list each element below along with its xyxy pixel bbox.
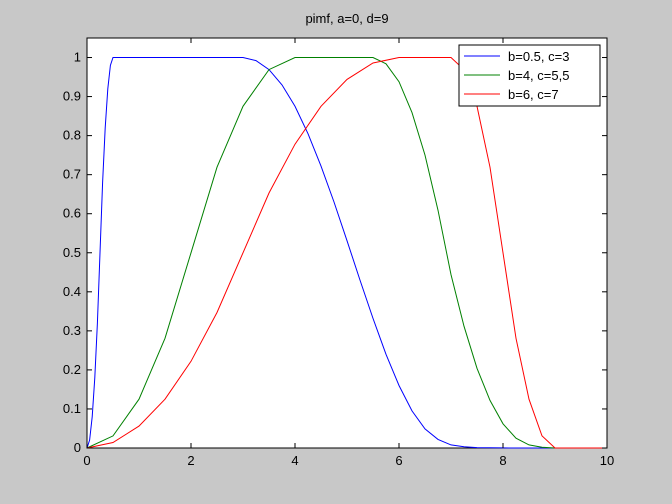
- x-tick-label: 2: [187, 453, 194, 468]
- x-tick-label: 8: [499, 453, 506, 468]
- y-tick-label: 0.1: [63, 401, 81, 416]
- y-tick-label: 0.7: [63, 167, 81, 182]
- legend: b=0.5, c=3 b=4, c=5,5 b=6, c=7: [458, 44, 601, 107]
- series-line-3: [86, 57, 607, 449]
- y-tick-label: 0.5: [63, 245, 81, 260]
- y-tick-label: 0.2: [63, 362, 81, 377]
- legend-label-2: b=4, c=5,5: [508, 68, 569, 83]
- y-tick-label: 0.4: [63, 284, 81, 299]
- x-tick-label: 4: [291, 453, 298, 468]
- chart-title: pimf, a=0, d=9: [305, 11, 388, 26]
- y-tick-label: 0.9: [63, 89, 81, 104]
- y-tick-label: 0: [74, 440, 81, 455]
- legend-label-1: b=0.5, c=3: [508, 49, 569, 64]
- y-tick-label: 0.3: [63, 323, 81, 338]
- tick-layer: 0 2 4 6 8 10 0 0.1 0.2 0.3 0.4 0.5 0.6 0.7 0.8 0.9 1: [63, 38, 614, 468]
- series-layer: [86, 57, 607, 449]
- series-line-1: [86, 57, 607, 449]
- y-tick-label: 0.6: [63, 206, 81, 221]
- y-tick-label: 0.8: [63, 128, 81, 143]
- x-tick-label: 6: [395, 453, 402, 468]
- x-tick-label: 10: [600, 453, 614, 468]
- series-line-2: [86, 57, 607, 449]
- x-tick-label: 0: [83, 453, 90, 468]
- y-tick-label: 1: [74, 50, 81, 65]
- legend-label-3: b=6, c=7: [508, 87, 559, 102]
